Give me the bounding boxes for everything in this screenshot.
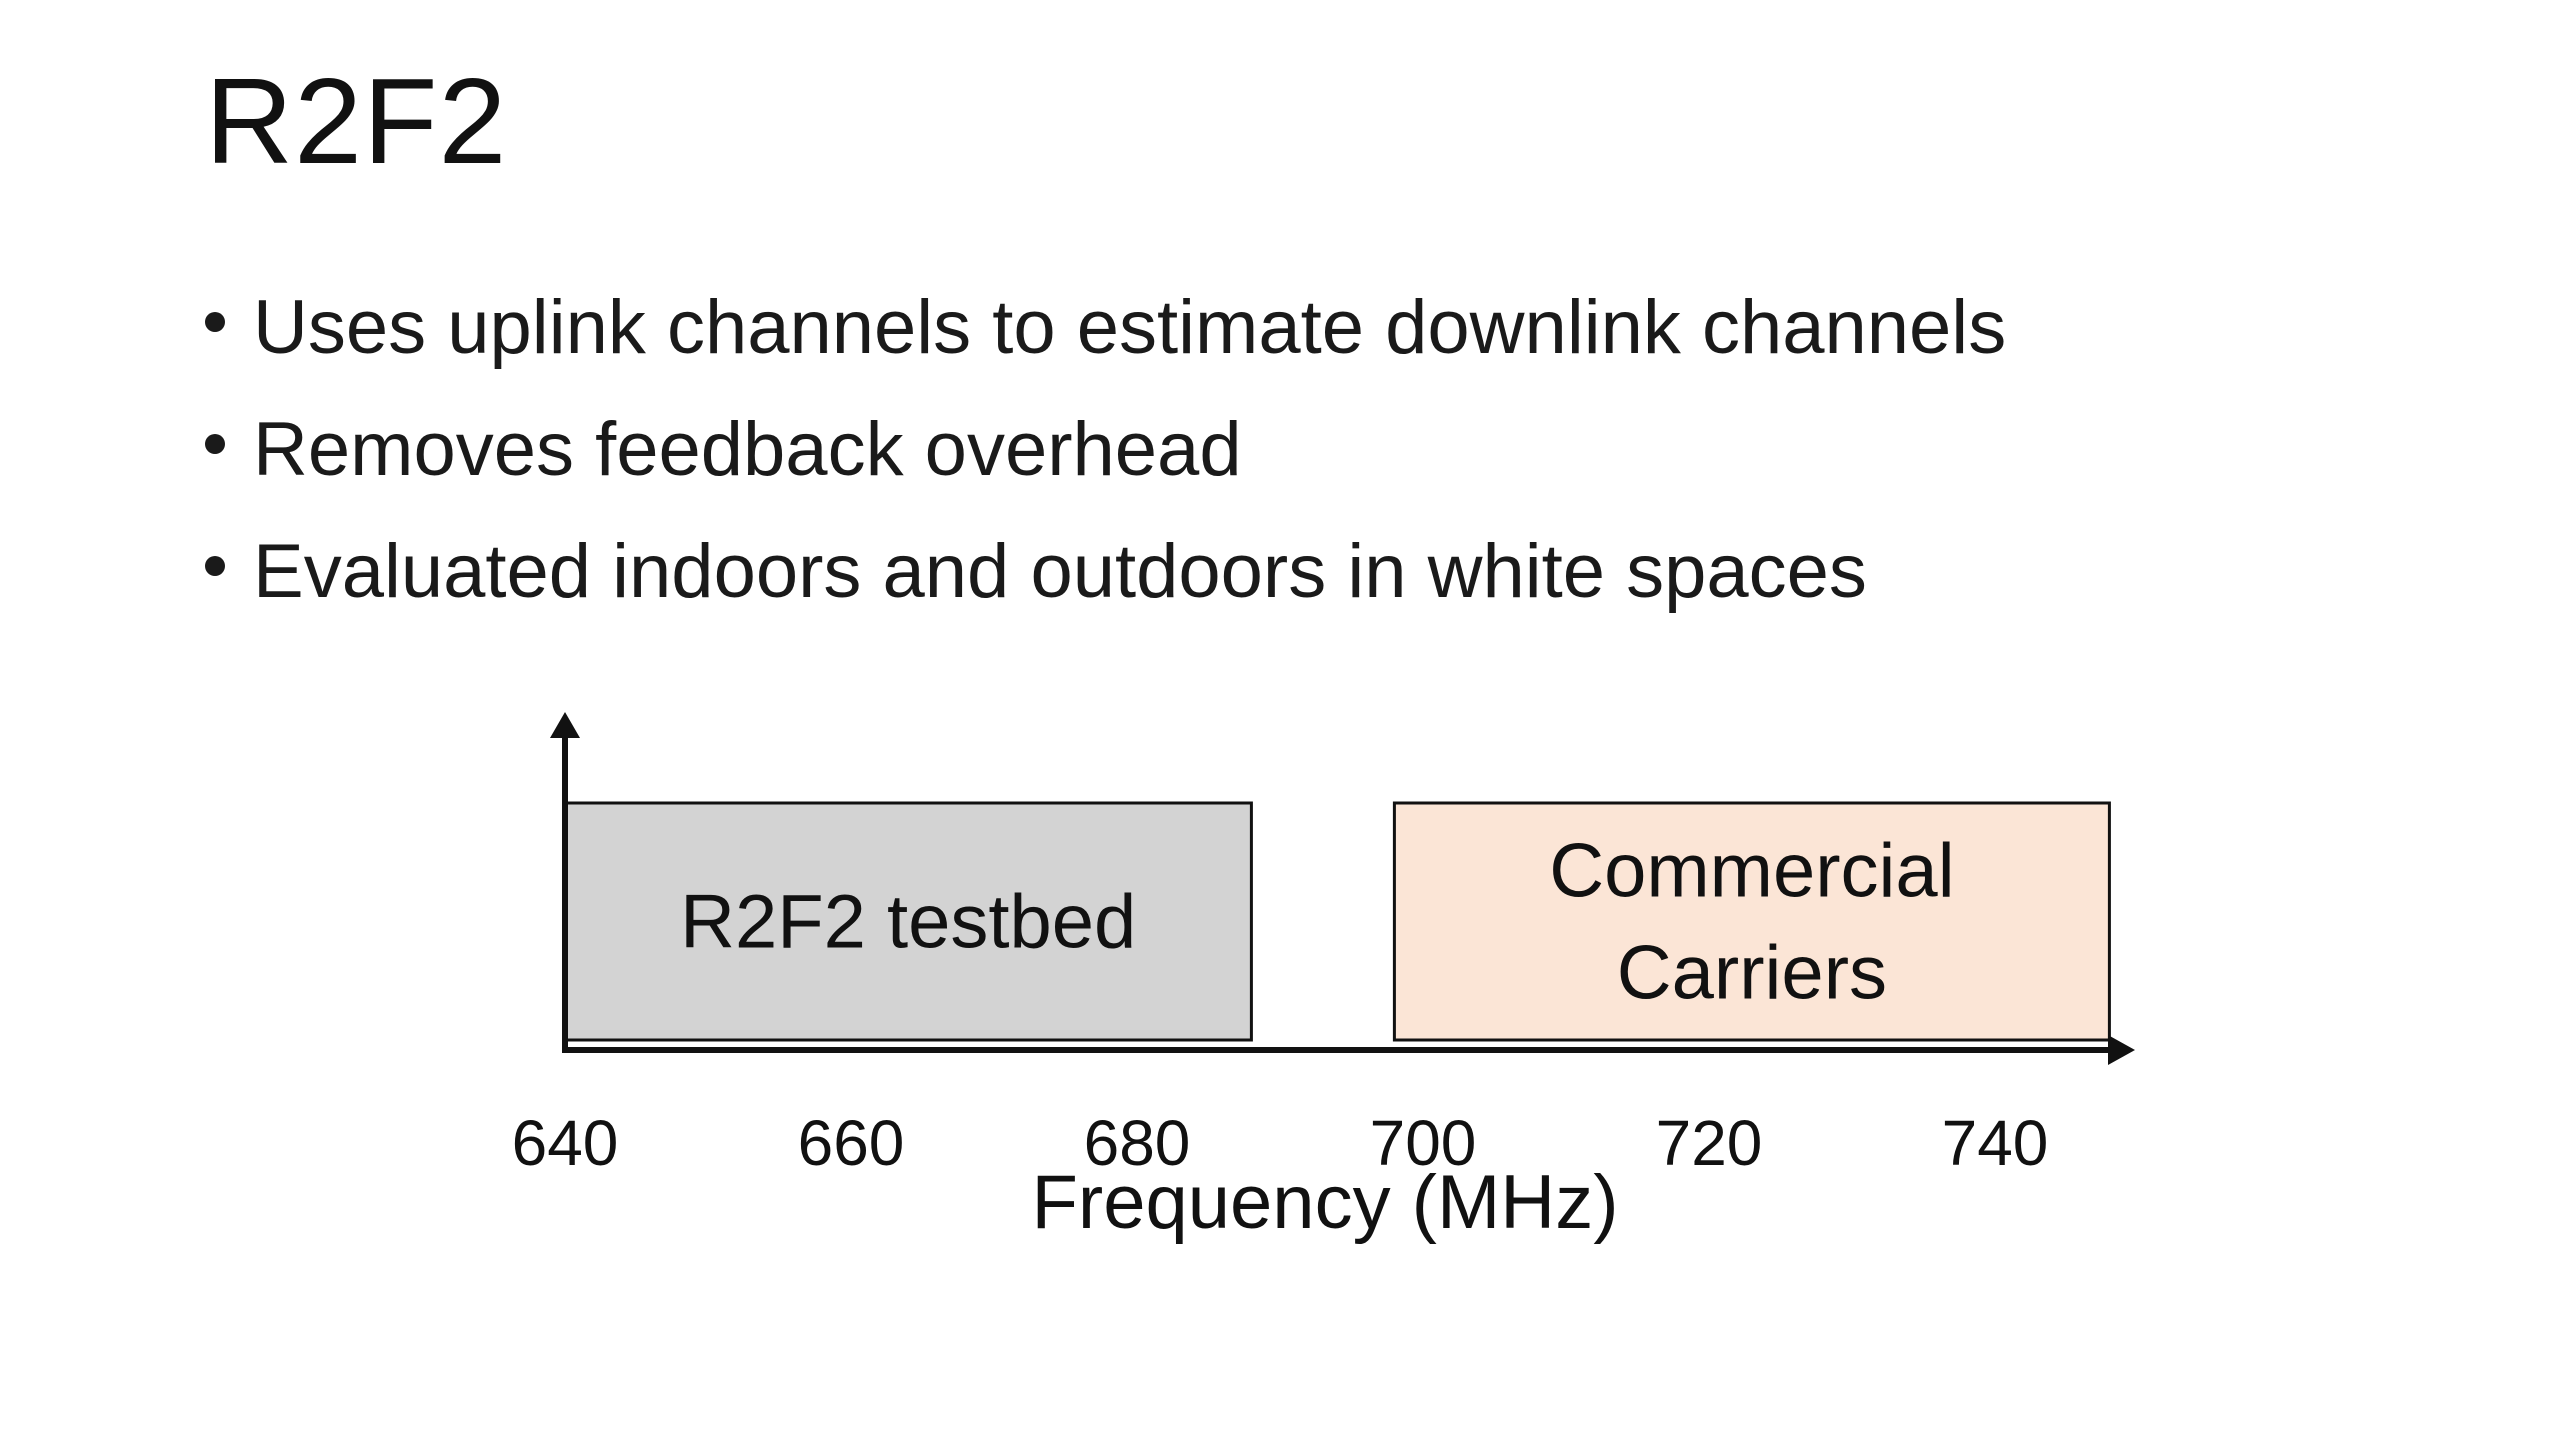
x-tick-label: 640 <box>512 1107 619 1179</box>
band-label: Carriers <box>1617 931 1887 1016</box>
bullet-text: Evaluated indoors and outdoors in white … <box>253 529 1867 614</box>
bullet-item: Evaluated indoors and outdoors in white … <box>205 534 2006 610</box>
bullet-item: Removes feedback overhead <box>205 412 2006 488</box>
bullet-dot-icon <box>205 556 225 576</box>
bullet-item: Uses uplink channels to estimate downlin… <box>205 290 2006 366</box>
bands-layer: R2F2 testbed Commercial Carriers <box>563 801 2111 1042</box>
x-tick-label: 660 <box>798 1107 905 1179</box>
ticks-layer: 640 660 680 700 720 740 <box>512 1107 2049 1179</box>
bullet-dot-icon <box>205 434 225 454</box>
band-label: R2F2 testbed <box>680 880 1136 965</box>
bullet-dot-icon <box>205 312 225 332</box>
x-tick-label: 720 <box>1656 1107 1763 1179</box>
band-rect <box>563 801 1253 1042</box>
bullet-text: Removes feedback overhead <box>253 407 1242 492</box>
band-rect <box>1392 801 2111 1042</box>
slide-title: R2F2 <box>205 53 508 189</box>
x-tick-label: 740 <box>1942 1107 2049 1179</box>
axes-layer <box>550 712 2135 1065</box>
x-tick-label: 680 <box>1084 1107 1191 1179</box>
band-label: Commercial <box>1549 829 1954 914</box>
y-axis-arrow-icon <box>550 712 580 738</box>
x-axis-arrow-icon <box>2108 1035 2135 1065</box>
x-axis-label: Frequency (MHz) <box>1032 1160 1619 1245</box>
bullet-text: Uses uplink channels to estimate downlin… <box>253 285 2007 370</box>
bullet-list: Uses uplink channels to estimate downlin… <box>205 290 2006 656</box>
x-tick-label: 700 <box>1370 1107 1477 1179</box>
